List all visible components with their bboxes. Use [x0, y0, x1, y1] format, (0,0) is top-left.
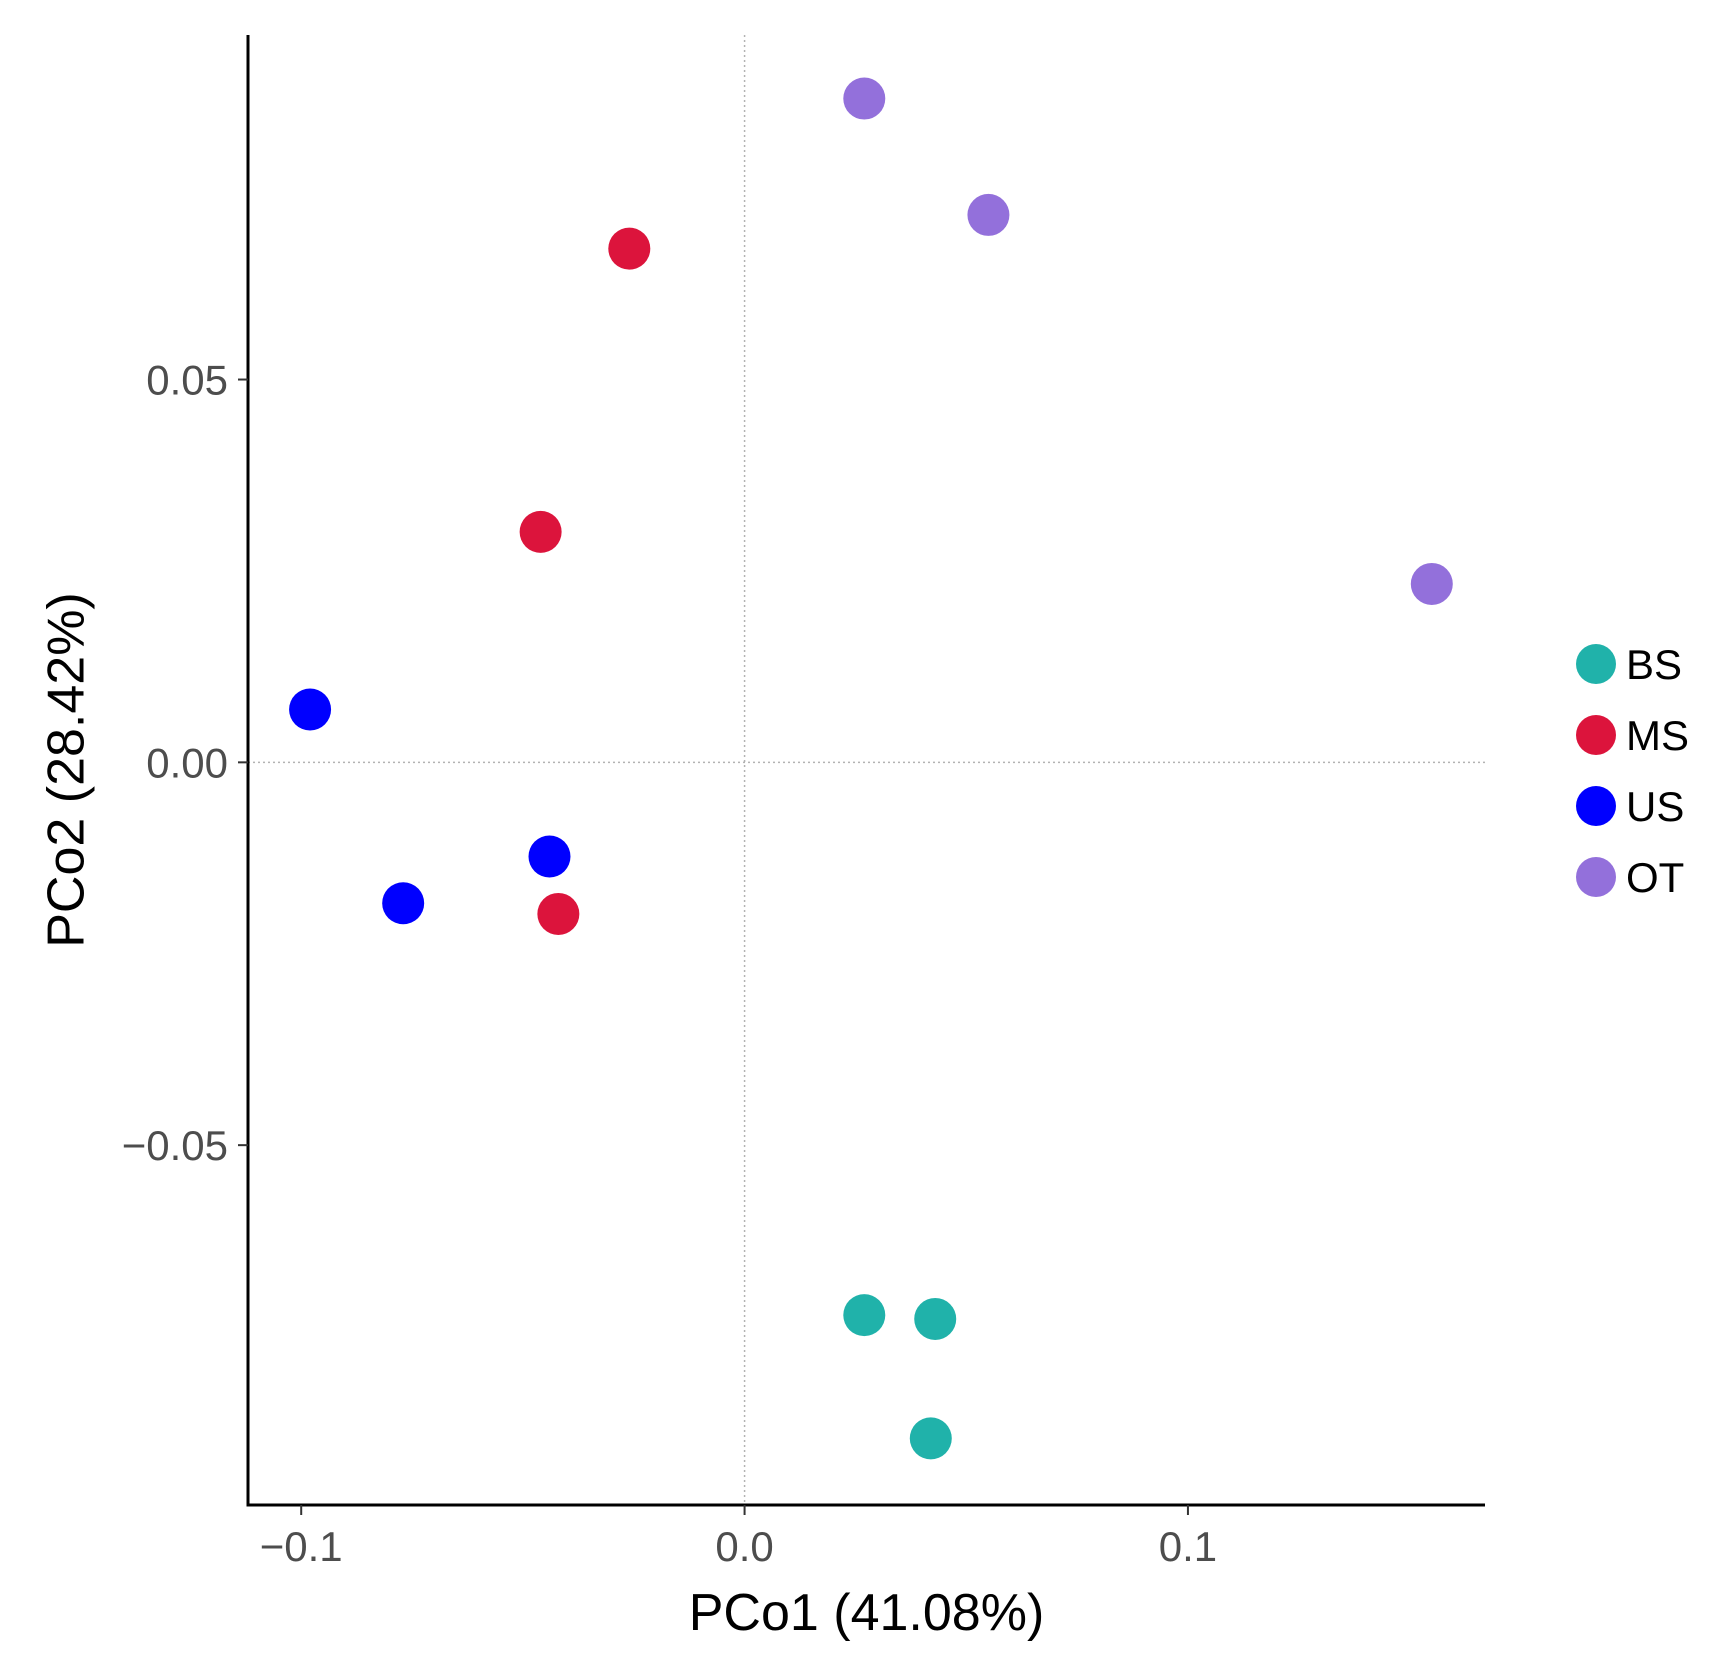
- point-ms: [537, 892, 580, 935]
- y-axis-title: PCo2 (28.42%): [38, 592, 96, 948]
- legend-label-bs: BS: [1626, 641, 1682, 688]
- data-points: [289, 77, 1453, 1460]
- reference-lines: [248, 35, 1485, 1505]
- point-ms: [608, 227, 651, 270]
- point-us: [289, 688, 332, 731]
- x-axis-title: PCo1 (41.08%): [689, 1584, 1045, 1642]
- point-ot: [967, 193, 1010, 236]
- point-bs: [914, 1297, 957, 1340]
- point-bs: [909, 1417, 952, 1460]
- point-us: [382, 882, 425, 925]
- y-tick-label: 0.05: [146, 357, 228, 404]
- x-tick-label: −0.1: [260, 1523, 343, 1570]
- point-us: [528, 835, 571, 878]
- y-tick-label: 0.00: [146, 739, 228, 786]
- point-ot: [1410, 562, 1453, 605]
- y-axis-ticks: 0.05 0.00 −0.05: [122, 357, 248, 1169]
- legend-key-us: [1576, 786, 1616, 826]
- y-tick-label: −0.05: [122, 1122, 228, 1169]
- point-ot: [843, 77, 886, 120]
- x-tick-label: 0.1: [1159, 1523, 1217, 1570]
- legend-label-us: US: [1626, 783, 1684, 830]
- legend: BS MS US OT: [1576, 641, 1689, 901]
- point-bs: [843, 1294, 886, 1337]
- point-ms: [519, 510, 562, 553]
- legend-label-ot: OT: [1626, 854, 1684, 901]
- legend-key-ms: [1576, 715, 1616, 755]
- legend-key-bs: [1576, 644, 1616, 684]
- axes: [246, 35, 1485, 1507]
- x-axis-ticks: −0.1 0.0 0.1: [260, 1505, 1217, 1570]
- legend-label-ms: MS: [1626, 712, 1689, 759]
- legend-key-ot: [1576, 857, 1616, 897]
- x-tick-label: 0.0: [715, 1523, 773, 1570]
